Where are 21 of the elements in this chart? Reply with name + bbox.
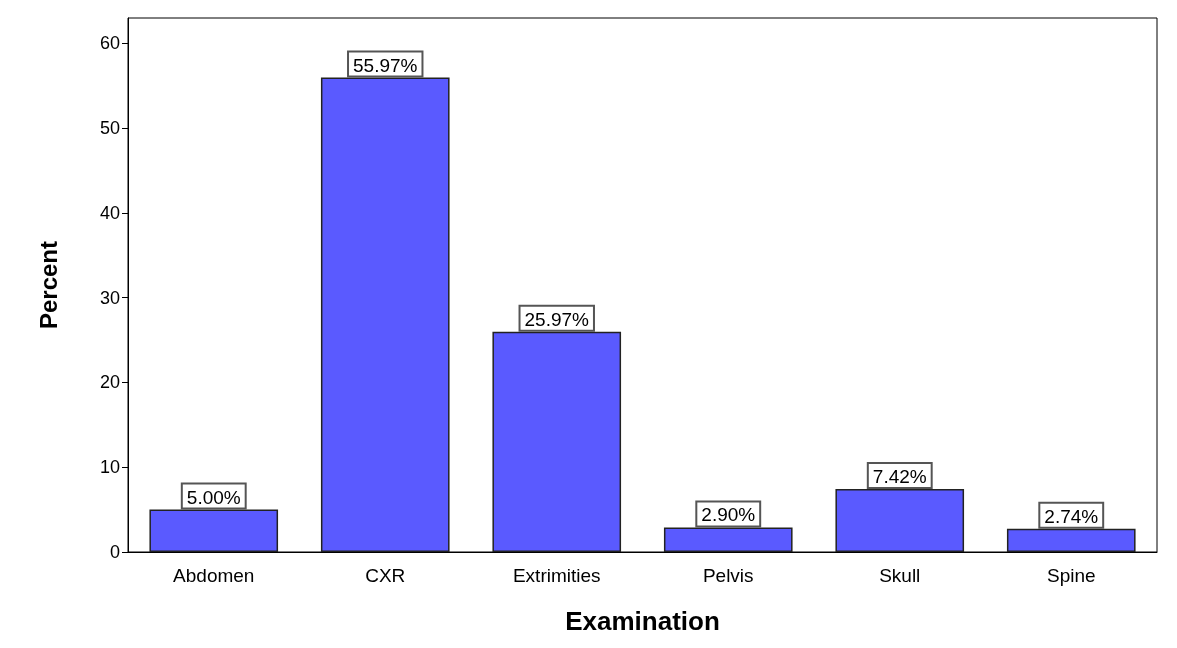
data-label: 2.90% <box>701 504 756 526</box>
x-tick-label: CXR <box>365 565 406 586</box>
y-tick-label: 60 <box>99 33 120 54</box>
data-label: 7.42% <box>872 466 927 488</box>
y-tick-label: 20 <box>99 372 120 393</box>
y-tick-label: 30 <box>99 287 120 308</box>
y-axis-title: Percent <box>34 240 62 330</box>
data-label: 55.97% <box>353 54 418 76</box>
x-tick-label: Pelvis <box>702 565 754 586</box>
y-tick-label: 10 <box>99 457 120 478</box>
x-axis-title: Examination <box>565 606 720 636</box>
x-tick-label: Extrimities <box>512 565 601 586</box>
data-label: 2.74% <box>1044 505 1099 527</box>
x-tick-label: Spine <box>1046 565 1096 586</box>
y-tick-label: 50 <box>99 118 120 139</box>
data-label: 25.97% <box>524 308 590 330</box>
x-tick-label: Skull <box>879 565 921 586</box>
y-tick-label: 40 <box>99 202 120 223</box>
y-tick-label: 0 <box>109 542 120 562</box>
x-tick-label: Abdomen <box>173 565 255 586</box>
data-label: 5.00% <box>186 486 241 508</box>
